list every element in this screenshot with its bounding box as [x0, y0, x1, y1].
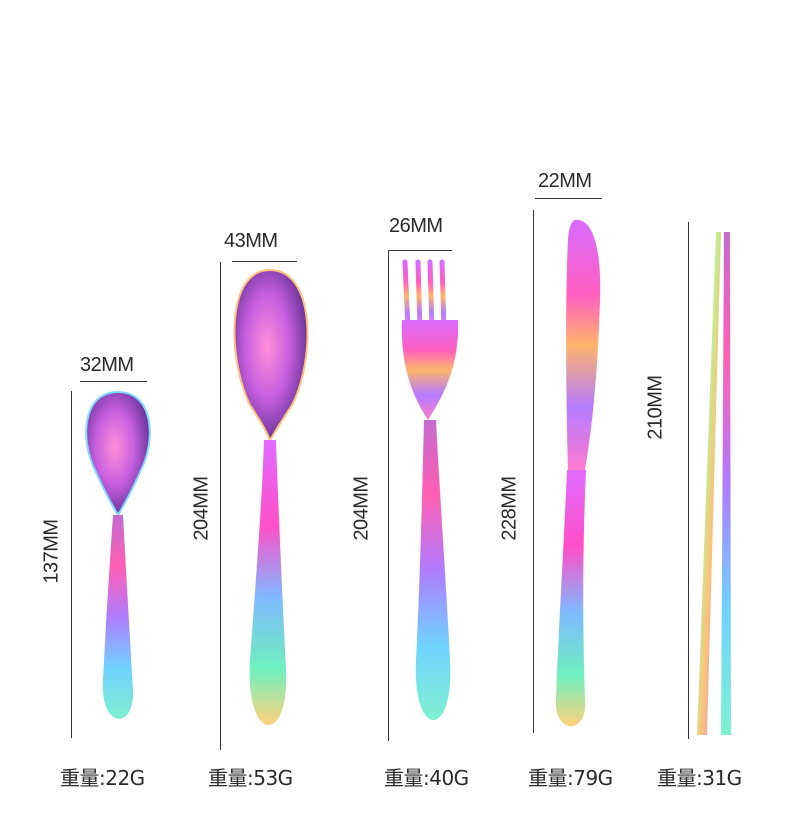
length-line-2: [220, 262, 221, 750]
weight-label-1: 重量:22G: [60, 766, 145, 790]
length-line-3: [388, 251, 389, 741]
width-line-4: [535, 198, 602, 199]
width-line-2: [232, 261, 297, 262]
length-label-1: 137MM: [40, 519, 63, 584]
width-line-1: [80, 381, 147, 382]
length-label-5: 210MM: [644, 375, 667, 440]
weight-label-3: 重量:40G: [384, 766, 469, 790]
length-label-3: 204MM: [350, 476, 373, 541]
length-line-1: [71, 391, 72, 738]
knife: [555, 219, 601, 727]
width-line-3: [388, 250, 452, 251]
weight-label-4: 重量:79G: [528, 766, 613, 790]
width-label-3: 26MM: [389, 215, 443, 237]
tablespoon: [233, 268, 309, 726]
chopsticks: [697, 232, 731, 735]
length-label-4: 228MM: [498, 476, 521, 541]
weight-label-2: 重量:53G: [208, 766, 293, 790]
length-line-4: [533, 210, 534, 733]
width-label-2: 43MM: [224, 230, 278, 252]
teaspoon: [85, 390, 151, 719]
width-label-1: 32MM: [80, 354, 134, 376]
weight-label-5: 重量:31G: [657, 766, 742, 790]
length-label-2: 204MM: [190, 476, 213, 541]
fork: [401, 259, 459, 720]
width-label-4: 22MM: [538, 170, 592, 192]
length-line-5: [688, 222, 689, 739]
